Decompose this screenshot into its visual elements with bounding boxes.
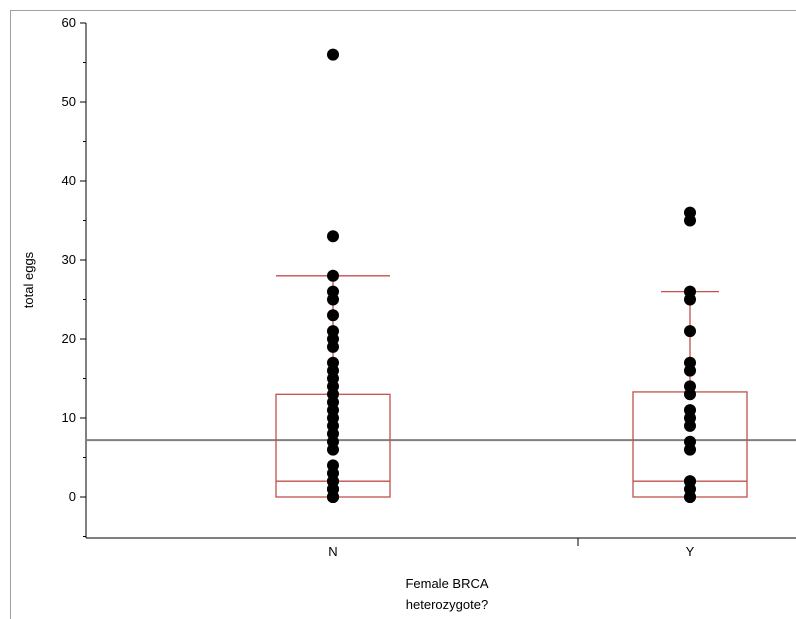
boxes — [275, 275, 748, 498]
x-axis-title-line-2: heterozygote? — [406, 597, 488, 612]
data-point — [327, 325, 339, 338]
data-point — [684, 380, 696, 393]
points-y — [684, 206, 696, 503]
data-point — [327, 230, 339, 243]
y-tick-label: 60 — [62, 15, 76, 30]
data-point — [327, 269, 339, 282]
y-tick-label: 50 — [62, 94, 76, 109]
x-tick-label: N — [328, 544, 337, 559]
data-point — [684, 475, 696, 488]
y-tick-label: 20 — [62, 331, 76, 346]
data-point — [327, 285, 339, 298]
data-point — [327, 356, 339, 369]
data-point — [327, 309, 339, 322]
x-tick-label: Y — [686, 544, 695, 559]
y-axis-title: total eggs — [21, 251, 36, 308]
data-points — [327, 48, 696, 503]
y-tick-label: 0 — [69, 489, 76, 504]
y-tick-label: 30 — [62, 252, 76, 267]
data-point — [684, 404, 696, 417]
data-point — [684, 356, 696, 369]
x-axis-title-line-1: Female BRCA — [405, 576, 488, 591]
data-point — [327, 48, 339, 61]
points-n — [327, 48, 339, 503]
data-point — [684, 435, 696, 448]
y-tick-label: 10 — [62, 410, 76, 425]
data-point — [684, 285, 696, 298]
data-point — [327, 459, 339, 472]
data-point — [684, 206, 696, 219]
y-tick-label: 40 — [62, 173, 76, 188]
plot-frame — [10, 10, 796, 619]
data-point — [684, 325, 696, 338]
axes: 0 10 20 30 40 50 60 N Y — [62, 15, 796, 559]
